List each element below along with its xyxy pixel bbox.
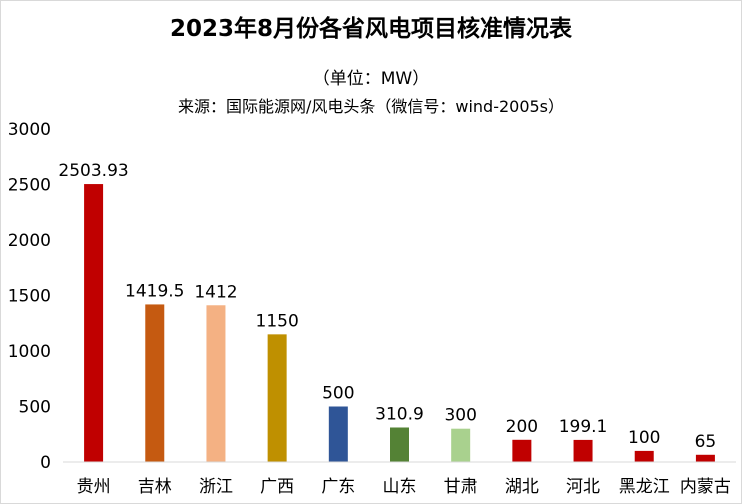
- y-tick-label: 1500: [8, 287, 51, 307]
- x-tick-label: 广东: [321, 477, 355, 497]
- data-label: 199.1: [559, 417, 608, 437]
- chart-subtitle: （单位：MW）: [312, 69, 430, 89]
- x-tick-label: 浙江: [199, 477, 233, 497]
- y-tick-label: 3000: [8, 120, 51, 140]
- bar: [145, 304, 165, 462]
- data-label: 1150: [256, 311, 299, 331]
- y-tick-label: 0: [40, 453, 51, 473]
- data-label: 300: [444, 406, 476, 426]
- y-tick-label: 2500: [8, 176, 51, 196]
- x-tick-label: 甘肃: [444, 477, 478, 497]
- bar: [267, 334, 287, 462]
- x-tick-label: 吉林: [138, 477, 172, 497]
- y-tick-label: 1000: [8, 342, 51, 362]
- x-tick-label: 山东: [383, 477, 417, 497]
- bar: [328, 406, 348, 462]
- bar: [451, 428, 471, 462]
- x-tick-label: 广西: [260, 477, 294, 497]
- y-tick-label: 500: [19, 398, 51, 418]
- data-label: 1419.5: [125, 281, 184, 301]
- y-tick-label: 2000: [8, 231, 51, 251]
- x-tick-label: 湖北: [505, 477, 539, 497]
- bar: [206, 305, 226, 462]
- chart-source: 来源：国际能源网/风电头条（微信号：wind-2005s）: [177, 97, 565, 116]
- x-tick-label: 内蒙古: [680, 477, 731, 497]
- bar: [695, 454, 715, 462]
- bar: [634, 450, 654, 462]
- x-tick-label: 河北: [566, 477, 600, 497]
- data-label: 2503.93: [58, 161, 128, 181]
- bar: [573, 439, 593, 462]
- x-tick-label: 黑龙江: [619, 477, 670, 497]
- bar: [512, 439, 532, 462]
- data-label: 1412: [194, 282, 237, 302]
- chart-title: 2023年8月份各省风电项目核准情况表: [169, 16, 573, 42]
- x-tick-label: 贵州: [77, 477, 111, 497]
- data-label: 65: [695, 432, 717, 452]
- data-label: 310.9: [375, 404, 424, 424]
- bar: [84, 184, 104, 462]
- data-label: 100: [628, 428, 660, 448]
- data-label: 500: [322, 384, 354, 404]
- bar: [390, 427, 409, 462]
- data-label: 200: [506, 417, 538, 437]
